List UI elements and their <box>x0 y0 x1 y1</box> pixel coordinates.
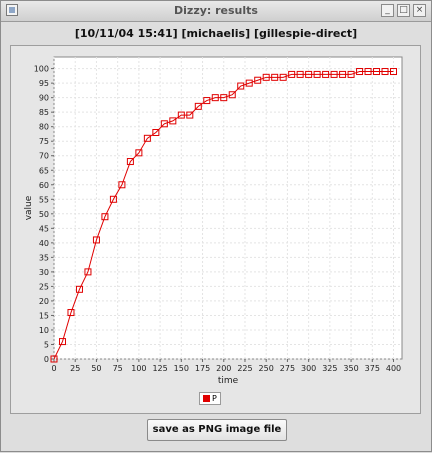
close-icon[interactable]: × <box>413 4 426 17</box>
data-point-marker <box>75 285 83 293</box>
x-tick-label: 275 <box>280 364 295 373</box>
data-point-marker <box>135 149 143 157</box>
data-point-marker <box>271 73 279 81</box>
x-tick-label: 100 <box>131 364 146 373</box>
data-point-marker <box>177 111 185 119</box>
plot-area <box>53 56 403 360</box>
data-point-marker <box>101 213 109 221</box>
data-point-marker <box>279 73 287 81</box>
y-tick-label: 90 <box>39 94 49 103</box>
y-tick-label: 40 <box>39 239 49 248</box>
x-tick-label: 400 <box>386 364 401 373</box>
y-tick-label: 65 <box>39 166 49 175</box>
data-point-marker <box>211 94 219 102</box>
y-axis-label: value <box>24 195 34 220</box>
data-point-marker <box>356 68 364 76</box>
data-point-marker <box>373 68 381 76</box>
data-point-marker <box>220 94 228 102</box>
data-point-marker <box>203 97 211 105</box>
run-info-header: [10/11/04 15:41] [michaelis] [gillespie-… <box>74 27 358 40</box>
maximize-icon[interactable]: □ <box>397 4 410 17</box>
data-point-marker <box>339 70 347 78</box>
y-tick-label: 55 <box>39 195 49 204</box>
data-point-marker <box>118 181 126 189</box>
data-point-marker <box>126 158 134 166</box>
data-point-marker <box>169 117 177 125</box>
y-tick-label: 10 <box>39 326 49 335</box>
x-tick-label: 250 <box>259 364 274 373</box>
data-point-marker <box>322 70 330 78</box>
x-tick-label: 350 <box>343 364 358 373</box>
y-tick-label: 80 <box>39 123 49 132</box>
y-tick-label: 100 <box>34 65 49 74</box>
y-tick-label: 25 <box>39 282 49 291</box>
data-point-marker <box>160 120 168 128</box>
y-tick-label: 5 <box>44 340 49 349</box>
y-tick-label: 35 <box>39 253 49 262</box>
data-point-marker <box>390 68 398 76</box>
data-point-marker <box>143 134 151 142</box>
data-point-marker <box>109 195 117 203</box>
y-tick-label: 15 <box>39 311 49 320</box>
y-tick-label: 45 <box>39 224 49 233</box>
minimize-icon[interactable]: _ <box>381 4 394 17</box>
y-tick-label: 75 <box>39 137 49 146</box>
legend-swatch <box>203 395 210 402</box>
data-point-marker <box>84 268 92 276</box>
window-title: Dizzy: results <box>174 4 258 17</box>
x-axis-label: time <box>218 376 239 386</box>
data-point-marker <box>381 68 389 76</box>
data-point-marker <box>92 236 100 244</box>
x-tick-label: 125 <box>152 364 167 373</box>
data-point-marker <box>305 70 313 78</box>
x-tick-label: 375 <box>365 364 380 373</box>
data-point-marker <box>313 70 321 78</box>
y-tick-label: 70 <box>39 152 49 161</box>
y-tick-label: 30 <box>39 268 49 277</box>
x-tick-label: 300 <box>301 364 316 373</box>
data-point-marker <box>245 79 253 87</box>
data-point-marker <box>288 70 296 78</box>
data-point-marker <box>152 129 160 136</box>
title-bar[interactable]: Dizzy: results _ □ × <box>1 1 431 22</box>
app-icon[interactable] <box>6 4 18 16</box>
data-point-marker <box>194 102 202 110</box>
chart-legend: P <box>199 392 221 405</box>
y-tick-label: 95 <box>39 79 49 88</box>
x-tick-label: 25 <box>70 364 80 373</box>
data-point-marker <box>262 73 270 81</box>
x-tick-label: 175 <box>195 364 210 373</box>
x-tick-label: 75 <box>113 364 123 373</box>
y-tick-label: 50 <box>39 210 49 219</box>
x-tick-label: 50 <box>91 364 101 373</box>
save-png-button[interactable]: save as PNG image file <box>147 419 287 441</box>
legend-label: P <box>212 394 217 403</box>
data-point-marker <box>67 309 75 317</box>
data-point-marker <box>296 70 304 78</box>
data-point-marker <box>330 70 338 78</box>
x-tick-label: 150 <box>174 364 189 373</box>
data-point-marker <box>50 355 58 363</box>
y-tick-label: 85 <box>39 108 49 117</box>
x-tick-label: 225 <box>237 364 252 373</box>
y-tick-label: 0 <box>44 355 49 364</box>
data-point-marker <box>364 68 372 76</box>
data-point-marker <box>228 91 236 99</box>
data-point-marker <box>237 82 245 90</box>
x-tick-label: 200 <box>216 364 231 373</box>
data-point-marker <box>254 76 262 84</box>
y-tick-label: 60 <box>39 181 49 190</box>
x-tick-label: 0 <box>51 364 56 373</box>
x-tick-label: 325 <box>322 364 337 373</box>
data-point-marker <box>186 111 194 119</box>
data-point-marker <box>347 70 355 78</box>
data-point-marker <box>58 338 66 346</box>
y-tick-label: 20 <box>39 297 49 306</box>
